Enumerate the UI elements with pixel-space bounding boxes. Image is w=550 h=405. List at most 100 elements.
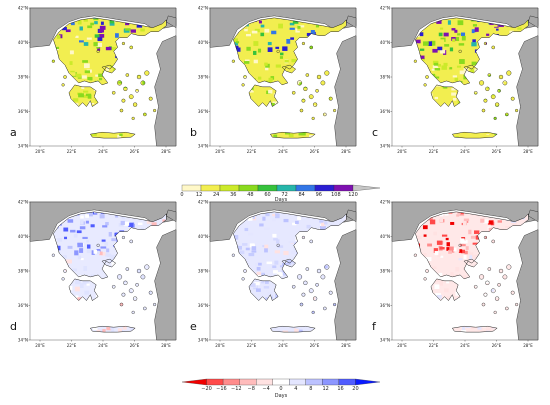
lon-tick-label: 20°E <box>397 343 407 348</box>
colorbar-diff-tick-label: 12 <box>322 386 328 392</box>
lat-tick-label: 34°N <box>18 338 28 343</box>
lat-tick-label: 42°N <box>380 6 390 11</box>
colorbar-days-segment <box>238 184 259 192</box>
lat-tick-label: 36°N <box>380 109 390 114</box>
lat-tick-label: 40°N <box>380 40 390 45</box>
colorbar-days-segment <box>295 184 316 192</box>
lat-tick-label: 38°N <box>198 269 208 274</box>
lat-tick-label: 36°N <box>380 303 390 308</box>
lat-tick-label: 42°N <box>18 6 28 11</box>
lat-tick-label: 34°N <box>380 144 390 149</box>
colorbar-diff-segment <box>355 378 381 386</box>
lon-tick-label: 24°E <box>460 343 470 348</box>
colorbar-diff-segment <box>222 378 240 386</box>
colorbar-days-tick-label: 96 <box>316 192 322 198</box>
lon-tick-label: 22°E <box>247 149 257 154</box>
colorbar-diff-tick-label: 16 <box>337 386 343 392</box>
lon-tick-label: 26°E <box>492 149 502 154</box>
lon-tick-label: 24°E <box>278 343 288 348</box>
panel-label-a: a <box>10 126 17 139</box>
colorbar-diff-tick-label: 4 <box>294 386 297 392</box>
panel-label-b: b <box>190 126 197 139</box>
lon-tick-label: 28°E <box>523 149 533 154</box>
colorbar-diff-tick-label: 0 <box>279 386 282 392</box>
colorbar-diff-tick-label: −8 <box>248 386 255 392</box>
lat-tick-label: 42°N <box>380 200 390 205</box>
lat-tick-label: 38°N <box>380 75 390 80</box>
lat-tick-label: 36°N <box>198 109 208 114</box>
lon-tick-label: 26°E <box>130 149 140 154</box>
colorbar-diff-tick-label: −4 <box>262 386 269 392</box>
panel-label-f: f <box>372 320 377 333</box>
lat-tick-label: 36°N <box>198 303 208 308</box>
map-svg-e: 34°N 36°N 38°N 40°N 42°N 20°E 22°E 24°E 26°E 28°E… <box>190 200 357 348</box>
lat-tick-label: 38°N <box>380 269 390 274</box>
lon-tick-label: 28°E <box>161 343 171 348</box>
lat-tick-label: 36°N <box>18 303 28 308</box>
panel-label-d: d <box>10 320 17 333</box>
map-panel-f: 34°N 36°N 38°N 40°N 42°N 20°E 22°E 24°E 26°E 28°E… <box>366 196 542 354</box>
lat-tick-label: 34°N <box>380 338 390 343</box>
lon-tick-label: 26°E <box>310 343 320 348</box>
lon-tick-label: 20°E <box>35 343 45 348</box>
lon-tick-label: 24°E <box>460 149 470 154</box>
lon-tick-label: 28°E <box>523 343 533 348</box>
lat-tick-label: 38°N <box>198 75 208 80</box>
lat-tick-label: 40°N <box>380 234 390 239</box>
colorbar-diff-tick-label: −16 <box>216 386 227 392</box>
lon-tick-label: 26°E <box>492 343 502 348</box>
colorbar-days-tick-label: 120 <box>348 192 358 198</box>
lat-tick-label: 40°N <box>198 40 208 45</box>
colorbar-days-tick-label: 84 <box>299 192 305 198</box>
colorbar-days-segment <box>333 184 354 192</box>
lon-tick-label: 26°E <box>130 343 140 348</box>
lat-tick-label: 42°N <box>198 200 208 205</box>
lat-tick-label: 42°N <box>198 6 208 11</box>
colorbar-days-segment <box>257 184 278 192</box>
map-panel-e: 34°N 36°N 38°N 40°N 42°N 20°E 22°E 24°E 26°E 28°E… <box>184 196 360 354</box>
colorbar-diff-segment <box>272 378 290 386</box>
colorbar-days-svg: 0 12 24 36 48 60 72 84 96 108 120 <box>180 184 381 198</box>
lon-tick-label: 22°E <box>429 343 439 348</box>
lat-tick-label: 38°N <box>18 75 28 80</box>
lon-tick-label: 28°E <box>341 149 351 154</box>
colorbar-diff-segment <box>305 378 323 386</box>
colorbar-days: 0 12 24 36 48 60 72 84 96 108 120 Days <box>178 184 384 206</box>
map-svg-c: 34°N 36°N 38°N 40°N 42°N 20°E 22°E 24°E 26°E 28°E… <box>372 6 539 154</box>
colorbar-days-segment <box>181 184 202 192</box>
lon-tick-label: 28°E <box>161 149 171 154</box>
map-svg-f: 34°N 36°N 38°N 40°N 42°N 20°E 22°E 24°E 26°E 28°E… <box>372 200 539 348</box>
lat-tick-label: 40°N <box>198 234 208 239</box>
colorbar-days-tick-label: 12 <box>196 192 202 198</box>
colorbar-days-tick-label: 24 <box>213 192 219 198</box>
colorbar-days-segment <box>200 184 221 192</box>
map-svg-b: 34°N 36°N 38°N 40°N 42°N 20°E 22°E 24°E 26°E 28°E… <box>190 6 357 154</box>
lat-tick-label: 40°N <box>18 234 28 239</box>
lat-tick-label: 34°N <box>18 144 28 149</box>
colorbar-days-segment <box>352 184 381 192</box>
colorbar-days-tick-label: 108 <box>331 192 341 198</box>
colorbar-days-tick-label: 36 <box>230 192 236 198</box>
lat-tick-label: 36°N <box>18 109 28 114</box>
map-panel-b: 34°N 36°N 38°N 40°N 42°N 20°E 22°E 24°E 26°E 28°E… <box>184 2 360 160</box>
lon-tick-label: 28°E <box>341 343 351 348</box>
map-panel-a: 34°N 36°N 38°N 40°N 42°N 20°E 22°E 24°E 26°E 28°E… <box>4 2 180 160</box>
colorbar-days-segment <box>314 184 335 192</box>
colorbar-diff-segment <box>239 378 257 386</box>
lon-tick-label: 22°E <box>67 149 77 154</box>
lat-tick-label: 34°N <box>198 144 208 149</box>
lon-tick-label: 26°E <box>310 149 320 154</box>
lat-tick-label: 34°N <box>198 338 208 343</box>
map-svg-d: 34°N 36°N 38°N 40°N 42°N 20°E 22°E 24°E 26°E 28°E… <box>10 200 177 348</box>
colorbar-diff-tick-label: −12 <box>231 386 242 392</box>
map-panel-c: 34°N 36°N 38°N 40°N 42°N 20°E 22°E 24°E 26°E 28°E… <box>366 2 542 160</box>
colorbar-diff-segment <box>289 378 306 386</box>
lon-tick-label: 20°E <box>397 149 407 154</box>
lon-tick-label: 24°E <box>278 149 288 154</box>
map-svg-a: 34°N 36°N 38°N 40°N 42°N 20°E 22°E 24°E 26°E 28°E… <box>10 6 177 154</box>
lat-tick-label: 40°N <box>18 40 28 45</box>
colorbar-days-tick-label: 0 <box>180 192 183 198</box>
colorbar-diff-segment <box>338 378 356 386</box>
colorbar-days-segment <box>276 184 297 192</box>
lon-tick-label: 20°E <box>215 343 225 348</box>
